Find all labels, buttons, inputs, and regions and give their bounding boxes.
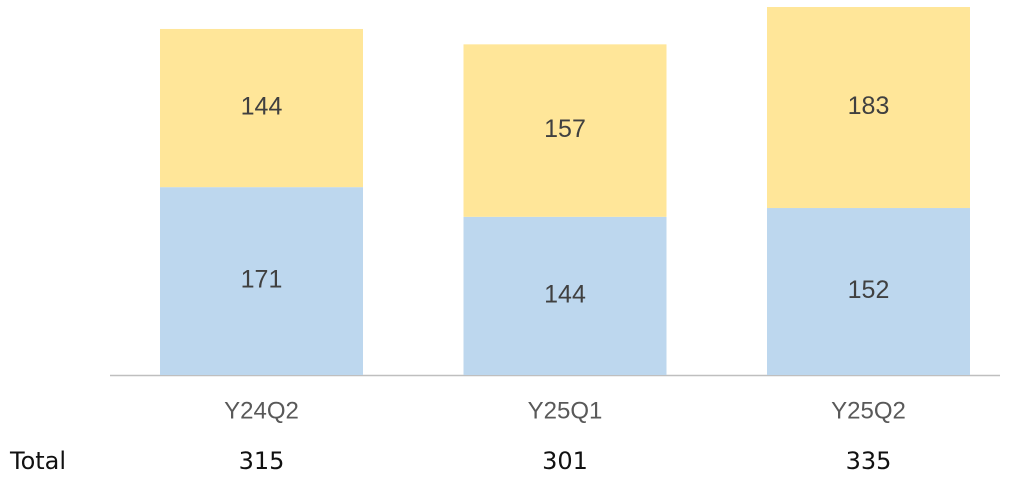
x-tick-label: Y25Q2 xyxy=(831,397,906,424)
data-label: 171 xyxy=(241,266,283,294)
x-tick-label: Y25Q1 xyxy=(528,397,603,424)
bar-segment xyxy=(463,216,667,375)
total-value: 335 xyxy=(846,447,892,475)
x-tick-label: Y24Q2 xyxy=(224,397,299,424)
data-label: 152 xyxy=(848,276,890,304)
bar-segment xyxy=(463,44,667,217)
total-value: 301 xyxy=(542,447,588,475)
bar-segment xyxy=(767,208,970,375)
totals-label: Total xyxy=(9,447,66,475)
bar-segment xyxy=(767,7,970,209)
data-label: 157 xyxy=(544,115,586,143)
bar-segment xyxy=(160,187,363,375)
data-label: 183 xyxy=(848,92,890,120)
total-value: 315 xyxy=(239,447,285,475)
data-label: 144 xyxy=(544,281,586,309)
bar-segment xyxy=(160,28,363,188)
data-label: 144 xyxy=(241,93,283,121)
